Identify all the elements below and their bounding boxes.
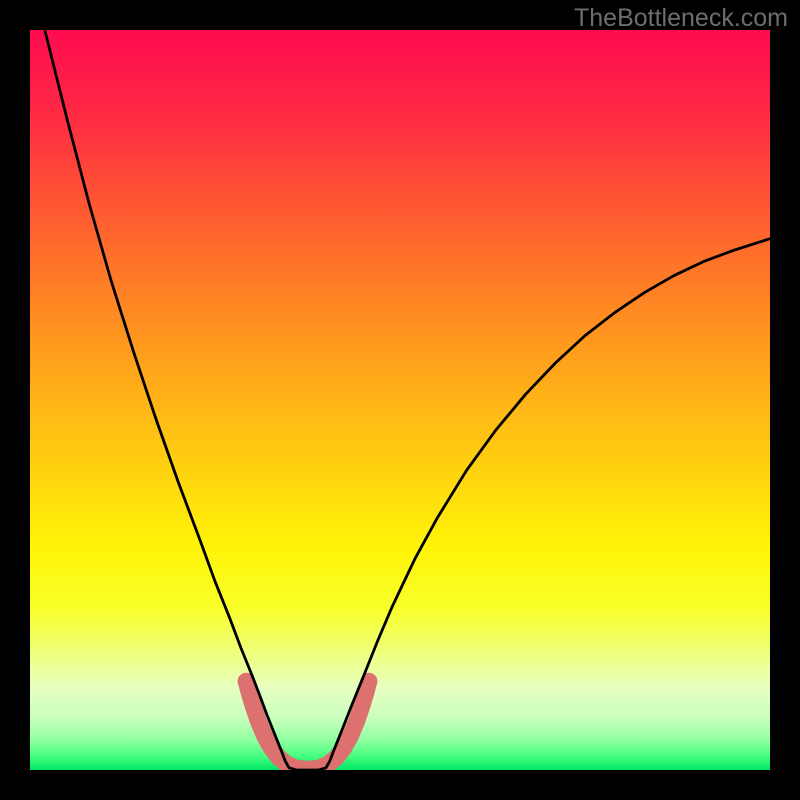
- watermark-text: TheBottleneck.com: [574, 4, 788, 33]
- gradient-background: [30, 30, 770, 770]
- bottleneck-chart: [0, 0, 800, 800]
